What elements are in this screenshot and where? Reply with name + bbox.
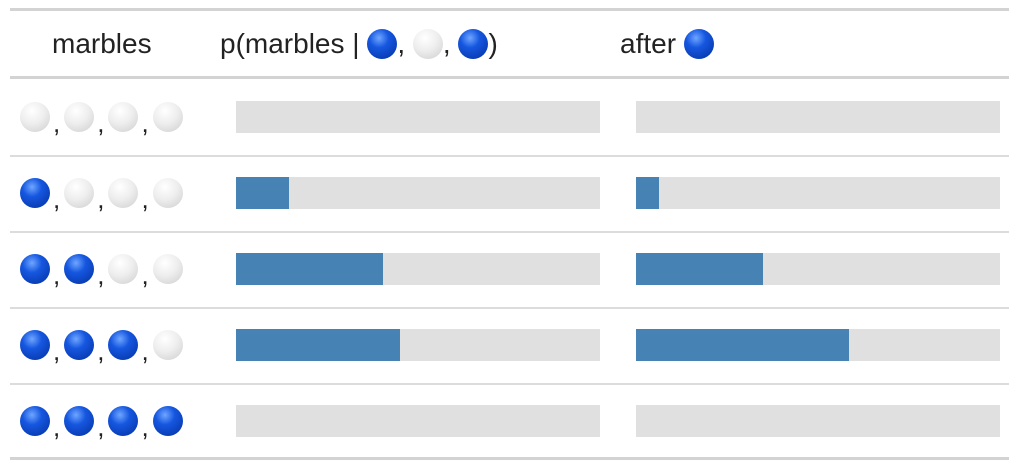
prior-bar bbox=[236, 329, 400, 361]
after-bar-track bbox=[636, 177, 1000, 209]
blue-marble-icon bbox=[20, 254, 50, 284]
white-marble-icon bbox=[152, 102, 183, 132]
prior-bar bbox=[236, 177, 289, 209]
table-row: ,,, bbox=[0, 97, 1018, 138]
marble-separator: , bbox=[53, 335, 61, 366]
blue-marble-icon bbox=[64, 406, 95, 436]
marble-separator: , bbox=[141, 107, 149, 138]
white-marble-icon bbox=[412, 29, 443, 59]
header-prior: p(marbles | , , ) bbox=[220, 24, 498, 64]
header-prior-suffix: ) bbox=[488, 28, 498, 59]
blue-marble-icon bbox=[367, 29, 398, 59]
header-marbles: marbles bbox=[52, 24, 152, 64]
header-after-prefix: after bbox=[620, 28, 684, 59]
prior-bar bbox=[236, 253, 383, 285]
blue-marble-icon bbox=[108, 406, 139, 436]
marble-separator: , bbox=[97, 183, 105, 214]
marbles-cell: ,,, bbox=[20, 401, 183, 442]
white-marble-icon bbox=[152, 254, 183, 284]
row-divider bbox=[10, 231, 1009, 233]
header-prior-separator: , bbox=[397, 28, 413, 59]
marble-separator: , bbox=[53, 259, 61, 290]
table-row: ,,, bbox=[0, 173, 1018, 214]
bottom-rule bbox=[10, 457, 1009, 460]
blue-marble-icon bbox=[20, 330, 50, 360]
white-marble-icon bbox=[108, 254, 139, 284]
header-after: after bbox=[620, 24, 714, 64]
header-prior-separator: , bbox=[442, 28, 459, 59]
blue-marble-icon bbox=[64, 254, 95, 284]
header-marbles-label: marbles bbox=[52, 28, 152, 59]
marble-separator: , bbox=[53, 183, 61, 214]
prior-bar-track bbox=[236, 329, 600, 361]
white-marble-icon bbox=[64, 102, 95, 132]
marble-separator: , bbox=[53, 411, 61, 442]
after-bar-track bbox=[636, 101, 1000, 133]
after-bar-track bbox=[636, 253, 1000, 285]
after-bar-track bbox=[636, 329, 1000, 361]
marble-separator: , bbox=[97, 335, 105, 366]
marble-separator: , bbox=[141, 335, 149, 366]
blue-marble-icon bbox=[458, 29, 489, 59]
marble-separator: , bbox=[97, 259, 105, 290]
marble-separator: , bbox=[53, 107, 61, 138]
blue-marble-icon bbox=[20, 178, 50, 208]
header-rule bbox=[10, 76, 1009, 79]
table-row: ,,, bbox=[0, 325, 1018, 366]
after-bar bbox=[636, 329, 849, 361]
marbles-cell: ,,, bbox=[20, 325, 183, 366]
blue-marble-icon bbox=[152, 406, 183, 436]
white-marble-icon bbox=[64, 178, 95, 208]
row-divider bbox=[10, 307, 1009, 309]
prior-bar-track bbox=[236, 177, 600, 209]
white-marble-icon bbox=[20, 102, 50, 132]
white-marble-icon bbox=[152, 178, 183, 208]
prior-bar-track bbox=[236, 253, 600, 285]
after-bar bbox=[636, 253, 763, 285]
marbles-cell: ,,, bbox=[20, 97, 183, 138]
row-divider bbox=[10, 155, 1009, 157]
after-bar bbox=[636, 177, 659, 209]
row-divider bbox=[10, 383, 1009, 385]
blue-marble-icon bbox=[108, 330, 139, 360]
blue-marble-icon bbox=[64, 330, 95, 360]
marbles-cell: ,,, bbox=[20, 173, 183, 214]
white-marble-icon bbox=[152, 330, 183, 360]
prior-bar-track bbox=[236, 405, 600, 437]
table-row: ,,, bbox=[0, 401, 1018, 442]
blue-marble-icon bbox=[20, 406, 50, 436]
prior-bar-track bbox=[236, 101, 600, 133]
marble-separator: , bbox=[141, 411, 149, 442]
white-marble-icon bbox=[108, 178, 139, 208]
marble-separator: , bbox=[97, 107, 105, 138]
header-prior-prefix: p(marbles | bbox=[220, 28, 368, 59]
top-rule bbox=[10, 8, 1009, 11]
after-bar-track bbox=[636, 405, 1000, 437]
blue-marble-icon bbox=[683, 29, 714, 59]
marble-separator: , bbox=[141, 259, 149, 290]
table-row: ,,, bbox=[0, 249, 1018, 290]
white-marble-icon bbox=[108, 102, 139, 132]
marble-separator: , bbox=[97, 411, 105, 442]
marble-separator: , bbox=[141, 183, 149, 214]
marbles-cell: ,,, bbox=[20, 249, 183, 290]
